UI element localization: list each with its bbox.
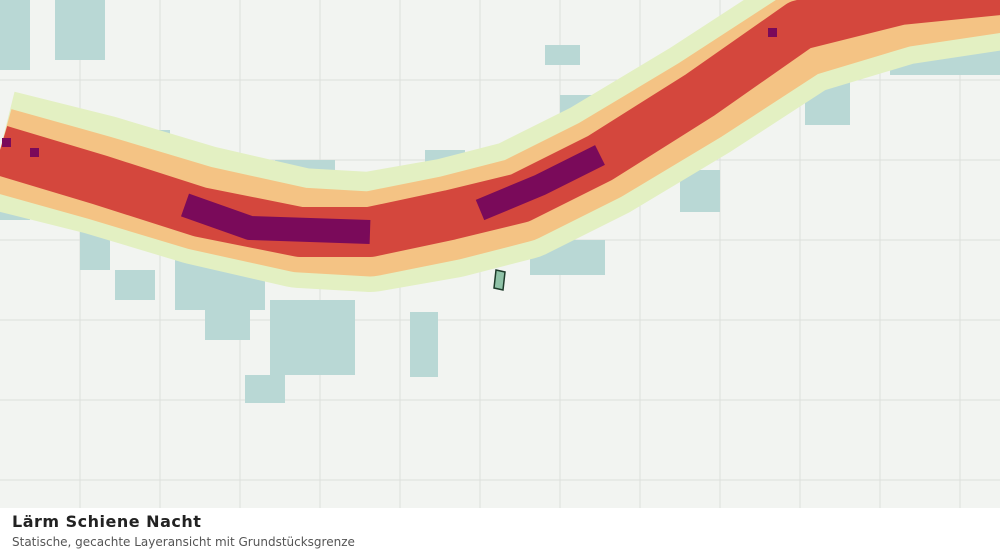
noise-cell-highest (30, 148, 39, 157)
noise-zone-highest (180, 193, 371, 244)
map-subtitle: Statische, gecachte Layeransicht mit Gru… (12, 535, 355, 549)
map-title: Lärm Schiene Nacht (12, 512, 202, 531)
noise-zone-highest (475, 145, 605, 221)
caption: Lärm Schiene Nacht Statische, gecachte L… (12, 512, 355, 549)
noise-cell-highest (2, 138, 11, 147)
rail-noise-bands (0, 0, 1000, 292)
parcel-boundary (493, 269, 506, 291)
map-view (0, 0, 1000, 508)
noise-cell-highest (768, 28, 777, 37)
